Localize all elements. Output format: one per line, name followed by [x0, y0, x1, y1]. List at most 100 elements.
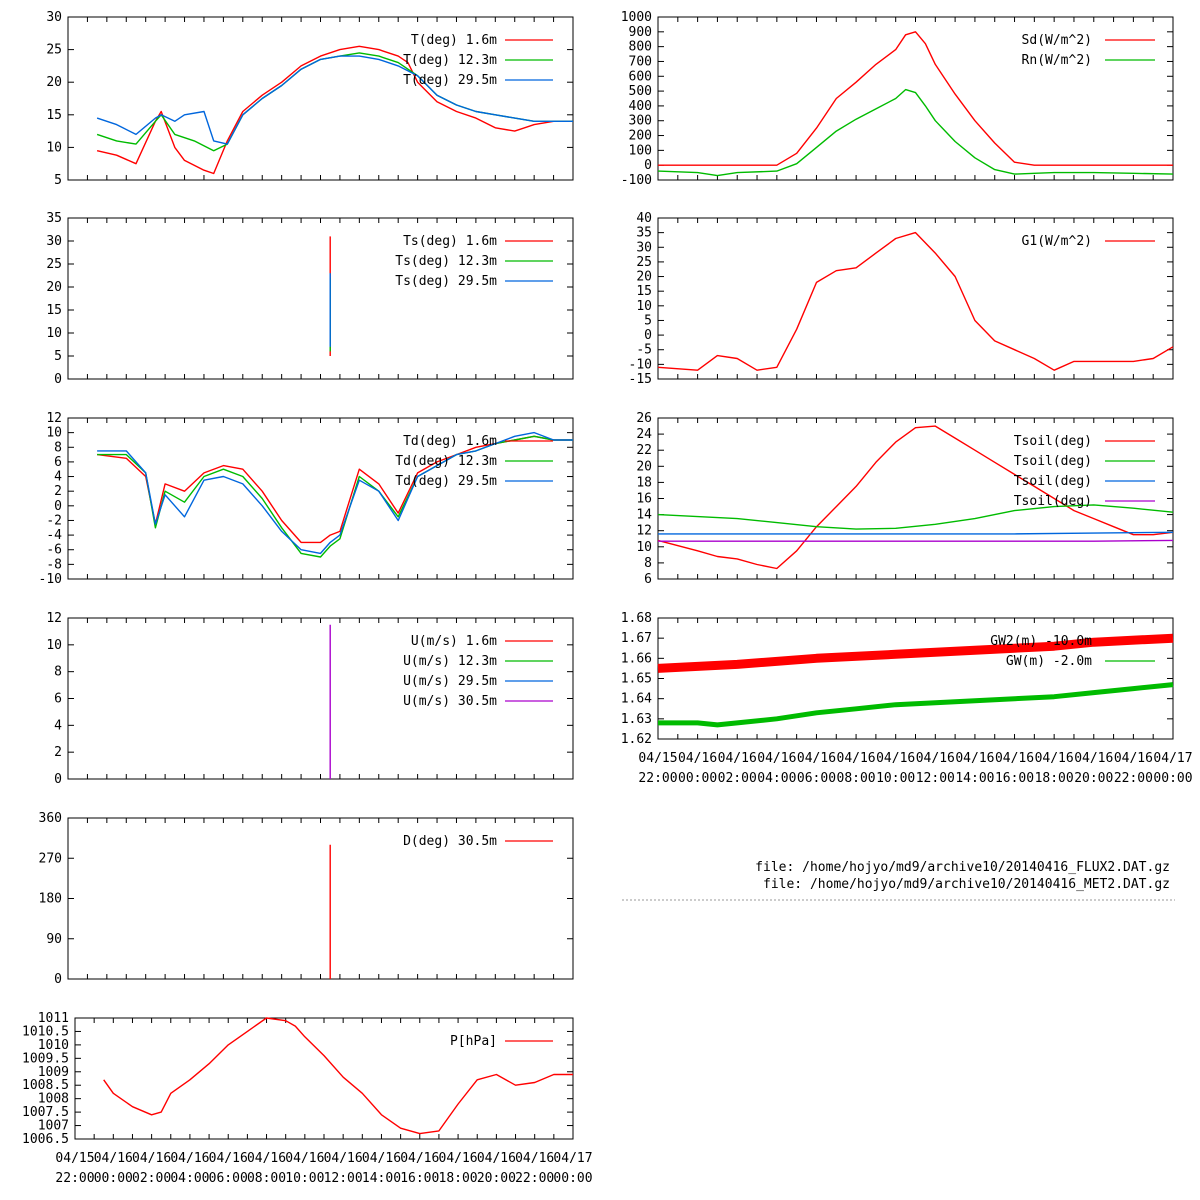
x-tick-label-time: 00:00: [1153, 771, 1192, 786]
x-tick-label-date: 04/16: [1074, 751, 1113, 766]
legend-label: P[hPa]: [450, 1034, 497, 1049]
series-line-0: [97, 435, 573, 544]
x-tick-label-date: 04/16: [995, 751, 1034, 766]
x-tick-label-date: 04/16: [876, 751, 915, 766]
y-tick-label: 1008.5: [22, 1078, 69, 1093]
x-tick-label-date: 04/16: [955, 751, 994, 766]
x-tick-label-time: 22:00: [1114, 771, 1153, 786]
x-tick-label-date: 04/16: [1035, 751, 1074, 766]
x-tick-label-date: 04/16: [797, 751, 836, 766]
plot-frame: [67, 217, 574, 380]
legend-label: Ts(deg) 1.6m: [403, 234, 497, 249]
y-tick-label: 1.65: [621, 672, 652, 687]
legend-label: T(deg) 29.5m: [403, 73, 497, 88]
x-tick-label-date: 04/16: [209, 1151, 248, 1166]
x-tick-label-date: 04/16: [94, 1151, 133, 1166]
y-tick-label: 1009: [38, 1065, 69, 1080]
y-tick-label: 12: [46, 411, 62, 426]
plot-frame: [657, 217, 1174, 380]
x-tick-label-date: 04/16: [247, 1151, 286, 1166]
legend-label: Tsoil(deg): [1014, 494, 1092, 509]
x-tick-label-date: 04/17: [1153, 751, 1192, 766]
y-tick-label: -6: [46, 543, 62, 558]
series-line-0: [96, 45, 573, 175]
y-tick-label: 1.64: [621, 692, 652, 707]
chart-gw: 1.62 1.63 1.64 1.65 1.66 1.67 1.68 GW2(m) -10.0…: [621, 611, 1193, 786]
y-tick-label: 12: [636, 524, 652, 539]
y-tick-label: 0: [644, 158, 652, 173]
plot-frame: [67, 617, 574, 780]
x-tick-label-time: 04:00: [757, 771, 796, 786]
y-tick-label: 6: [54, 692, 62, 707]
file-line-2: file: /home/hojyo/md9/archive10/20140416…: [763, 877, 1170, 892]
y-tick-label: 1.63: [621, 712, 652, 727]
series-line-3: [658, 539, 1174, 542]
legend-label: U(m/s) 1.6m: [411, 634, 497, 649]
series-line-1: [657, 504, 1174, 530]
y-tick-label: 1010: [38, 1038, 69, 1053]
y-tick-label: 1008: [38, 1092, 69, 1107]
y-tick-label: 1007.5: [22, 1105, 69, 1120]
x-tick-label-time: 14:00: [362, 1171, 401, 1186]
series-line-0: [657, 231, 1174, 371]
x-tick-label-time: 08:00: [837, 771, 876, 786]
y-tick-label: 10: [46, 638, 62, 653]
y-tick-label: 300: [629, 114, 652, 129]
x-tick-label-time: 22:00: [55, 1171, 94, 1186]
x-tick-label-time: 00:00: [94, 1171, 133, 1186]
x-tick-label-date: 04/16: [362, 1151, 401, 1166]
y-tick-label: 1007: [38, 1119, 69, 1134]
x-tick-label-date: 04/16: [324, 1151, 363, 1166]
y-tick-label: 400: [629, 99, 652, 114]
x-tick-label-time: 08:00: [247, 1171, 286, 1186]
y-tick-label: 0: [54, 972, 62, 987]
series-line-2: [97, 431, 573, 555]
legend-label: T(deg) 1.6m: [411, 33, 497, 48]
y-tick-label: -5: [636, 343, 652, 358]
y-tick-label: 10: [46, 140, 62, 155]
y-tick-label: 10: [46, 326, 62, 341]
x-tick-label-date: 04/16: [285, 1151, 324, 1166]
y-tick-label: -4: [46, 528, 62, 543]
plot-frame: [657, 16, 1174, 181]
y-tick-label: 1000: [621, 10, 652, 25]
y-tick-label: 0: [54, 772, 62, 787]
x-tick-label-date: 04/15: [55, 1151, 94, 1166]
legend-label: G1(W/m^2): [1022, 234, 1092, 249]
y-tick-label: 1.66: [621, 651, 652, 666]
x-tick-label-time: 06:00: [797, 771, 836, 786]
y-tick-label: 1010.5: [22, 1024, 69, 1039]
y-tick-label: 10: [636, 540, 652, 555]
y-tick-label: 2: [54, 484, 62, 499]
plot-frame: [74, 1017, 574, 1140]
x-tick-label-time: 04:00: [170, 1171, 209, 1186]
x-tick-label-time: 10:00: [285, 1171, 324, 1186]
x-tick-label-time: 18:00: [439, 1171, 478, 1186]
x-tick-label-time: 20:00: [1074, 771, 1113, 786]
series-line-1: [658, 682, 1174, 728]
legend-label: Rn(W/m^2): [1022, 53, 1092, 68]
y-tick-label: 200: [629, 129, 652, 144]
x-tick-label-date: 04/16: [678, 751, 717, 766]
y-tick-label: 600: [629, 69, 652, 84]
y-tick-label: 30: [46, 10, 62, 25]
legend-label: T(deg) 12.3m: [403, 53, 497, 68]
y-tick-label: 15: [46, 303, 62, 318]
y-tick-label: 25: [46, 43, 62, 58]
plot-frame: [67, 817, 574, 980]
x-tick-label-date: 04/16: [170, 1151, 209, 1166]
legend-label: GW2(m) -10.0m: [990, 634, 1092, 649]
chart-d: 0 90 180 270 360 D(deg) 30.5m: [39, 811, 574, 987]
y-tick-label: 10: [636, 299, 652, 314]
y-tick-label: 8: [54, 665, 62, 680]
y-tick-label: 16: [636, 492, 652, 507]
y-tick-label: 35: [636, 226, 652, 241]
x-tick-label-time: 12:00: [324, 1171, 363, 1186]
files-info: file: /home/hojyo/md9/archive10/20140416…: [622, 860, 1175, 901]
y-tick-label: -10: [629, 357, 652, 372]
series-line-1: [657, 88, 1174, 177]
series-line-0: [657, 633, 1174, 673]
